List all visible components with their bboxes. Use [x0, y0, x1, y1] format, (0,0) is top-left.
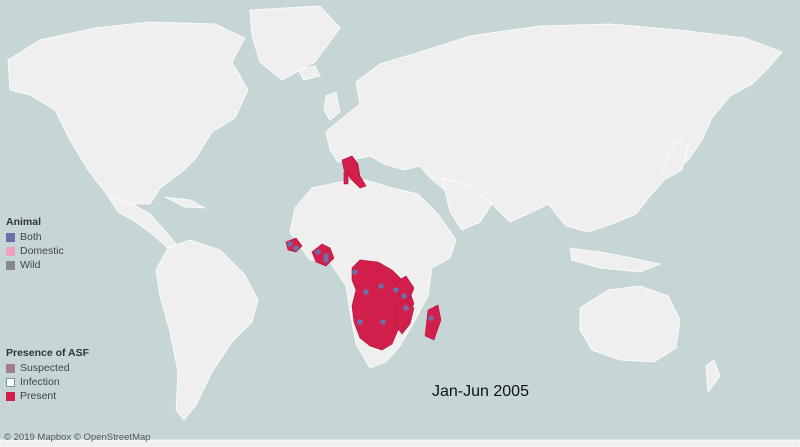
legend-item-wild[interactable]: Wild — [6, 258, 64, 272]
legend-item-domestic[interactable]: Domestic — [6, 244, 64, 258]
both-marker[interactable] — [403, 305, 409, 311]
legend-label-domestic: Domestic — [20, 245, 64, 257]
legend-item-both[interactable]: Both — [6, 230, 64, 244]
both-marker[interactable] — [293, 245, 299, 251]
both-marker[interactable] — [323, 253, 329, 259]
both-marker[interactable] — [287, 241, 293, 247]
both-marker[interactable] — [363, 289, 369, 295]
animal-legend: Animal Both Domestic Wild — [6, 216, 64, 272]
both-marker[interactable] — [357, 319, 363, 325]
both-marker-layer — [287, 241, 434, 325]
legend-item-present[interactable]: Present — [6, 389, 89, 403]
both-marker[interactable] — [323, 257, 329, 263]
legend-label-suspected: Suspected — [20, 362, 70, 374]
land-north-america — [7, 21, 249, 213]
land-arabia — [441, 177, 493, 231]
legend-swatch-suspected — [6, 363, 15, 373]
land-layer — [0, 5, 800, 447]
land-central-america — [107, 195, 177, 249]
both-marker[interactable] — [401, 293, 407, 299]
land-south-america — [155, 239, 259, 421]
region-sardinia[interactable] — [343, 171, 349, 185]
legend-label-both: Both — [20, 231, 42, 243]
land-cuba — [164, 196, 206, 209]
both-marker[interactable] — [380, 319, 386, 325]
land-eurasia — [325, 23, 783, 233]
legend-swatch-present — [6, 391, 15, 401]
legend-swatch-infection — [6, 377, 15, 387]
map-attribution[interactable]: © 2019 Mapbox © OpenStreetMap — [4, 432, 151, 443]
legend-swatch-domestic — [6, 246, 15, 256]
legend-swatch-wild — [6, 260, 15, 270]
legend-label-infection: Infection — [20, 376, 60, 388]
legend-label-present: Present — [20, 390, 57, 402]
land-japan — [661, 139, 689, 179]
land-antarctica — [0, 439, 800, 447]
animal-legend-title: Animal — [6, 216, 42, 228]
land-indonesia — [569, 247, 662, 273]
presence-legend-title: Presence of ASF — [6, 347, 90, 359]
both-marker[interactable] — [315, 249, 321, 255]
land-new-zealand — [705, 359, 721, 394]
land-uk — [323, 91, 341, 121]
land-iceland — [297, 65, 321, 81]
both-marker[interactable] — [378, 283, 384, 289]
time-period-label: Jan-Jun 2005 — [432, 383, 529, 400]
legend-item-infection[interactable]: Infection — [6, 375, 89, 389]
legend-item-suspected[interactable]: Suspected — [6, 361, 89, 375]
region-mozambique[interactable] — [395, 299, 415, 335]
legend-label-wild: Wild — [20, 259, 41, 271]
region-madagascar-asf[interactable] — [424, 304, 442, 341]
both-marker[interactable] — [393, 287, 399, 293]
legend-swatch-both — [6, 232, 15, 242]
land-australia — [579, 285, 681, 363]
both-marker[interactable] — [352, 269, 358, 275]
asf-present-layer — [285, 155, 442, 351]
region-east-africa[interactable] — [395, 275, 415, 299]
presence-legend: Presence of ASF Suspected Infection Pres… — [6, 347, 89, 403]
both-marker[interactable] — [428, 315, 434, 321]
